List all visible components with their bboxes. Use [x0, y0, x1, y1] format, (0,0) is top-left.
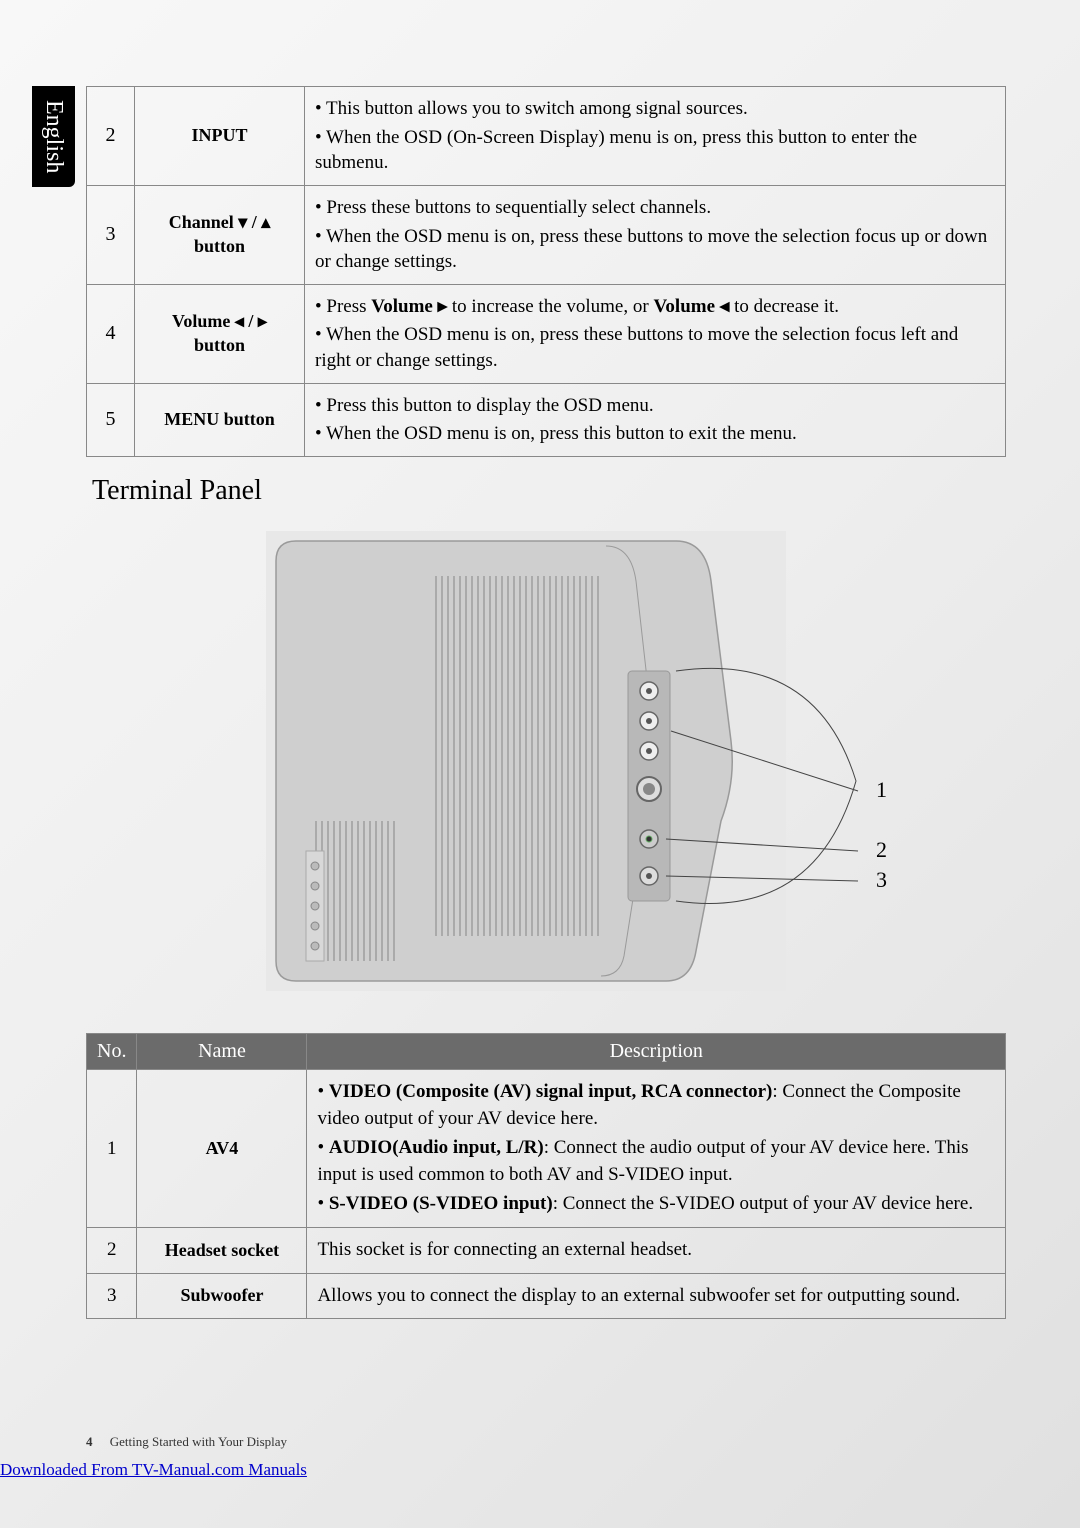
control-description: • Press Volume ▸ to increase the volume,… [305, 284, 1006, 383]
page-footer: 4 Getting Started with Your Display [86, 1434, 287, 1450]
control-name: INPUT [135, 87, 305, 186]
terminal-name: AV4 [137, 1070, 307, 1228]
page-content: 2INPUT• This button allows you to switch… [86, 86, 1006, 1319]
terminal-description: Allows you to connect the display to an … [307, 1273, 1006, 1319]
terminal-table: No.NameDescription 1AV4• VIDEO (Composit… [86, 1033, 1006, 1319]
language-tab: English [32, 86, 75, 187]
row-number: 2 [87, 1228, 137, 1274]
table-row: 2Headset socketThis socket is for connec… [87, 1228, 1006, 1274]
svg-text:3: 3 [876, 867, 887, 892]
control-description: • Press these buttons to sequentially se… [305, 185, 1006, 284]
svg-text:2: 2 [876, 837, 887, 862]
download-source-link[interactable]: Downloaded From TV-Manual.com Manuals [0, 1460, 307, 1480]
control-description: • This button allows you to switch among… [305, 87, 1006, 186]
terminal-name: Subwoofer [137, 1273, 307, 1319]
table-row: 3SubwooferAllows you to connect the disp… [87, 1273, 1006, 1319]
terminal-panel-diagram: 1 2 3 [86, 521, 1006, 1011]
table-row: 5MENU button• Press this button to displ… [87, 383, 1006, 456]
controls-table: 2INPUT• This button allows you to switch… [86, 86, 1006, 457]
row-number: 3 [87, 185, 135, 284]
control-name: Channel ▾ / ▴ button [135, 185, 305, 284]
row-number: 1 [87, 1070, 137, 1228]
terminal-name: Headset socket [137, 1228, 307, 1274]
page-number: 4 [86, 1434, 93, 1449]
table-row: 1AV4• VIDEO (Composite (AV) signal input… [87, 1070, 1006, 1228]
terminal-description: • VIDEO (Composite (AV) signal input, RC… [307, 1070, 1006, 1228]
table-row: 2INPUT• This button allows you to switch… [87, 87, 1006, 186]
control-name: Volume ◂ / ▸ button [135, 284, 305, 383]
table-row: 4Volume ◂ / ▸ button• Press Volume ▸ to … [87, 284, 1006, 383]
control-name: MENU button [135, 383, 305, 456]
row-number: 4 [87, 284, 135, 383]
svg-text:1: 1 [876, 777, 887, 802]
row-number: 2 [87, 87, 135, 186]
table-row: 3Channel ▾ / ▴ button• Press these butto… [87, 185, 1006, 284]
row-number: 5 [87, 383, 135, 456]
terminal-description: This socket is for connecting an externa… [307, 1228, 1006, 1274]
footer-text: Getting Started with Your Display [110, 1434, 287, 1449]
row-number: 3 [87, 1273, 137, 1319]
column-header: No. [87, 1034, 137, 1070]
section-title-terminal-panel: Terminal Panel [92, 475, 1006, 507]
column-header: Name [137, 1034, 307, 1070]
control-description: • Press this button to display the OSD m… [305, 383, 1006, 456]
column-header: Description [307, 1034, 1006, 1070]
